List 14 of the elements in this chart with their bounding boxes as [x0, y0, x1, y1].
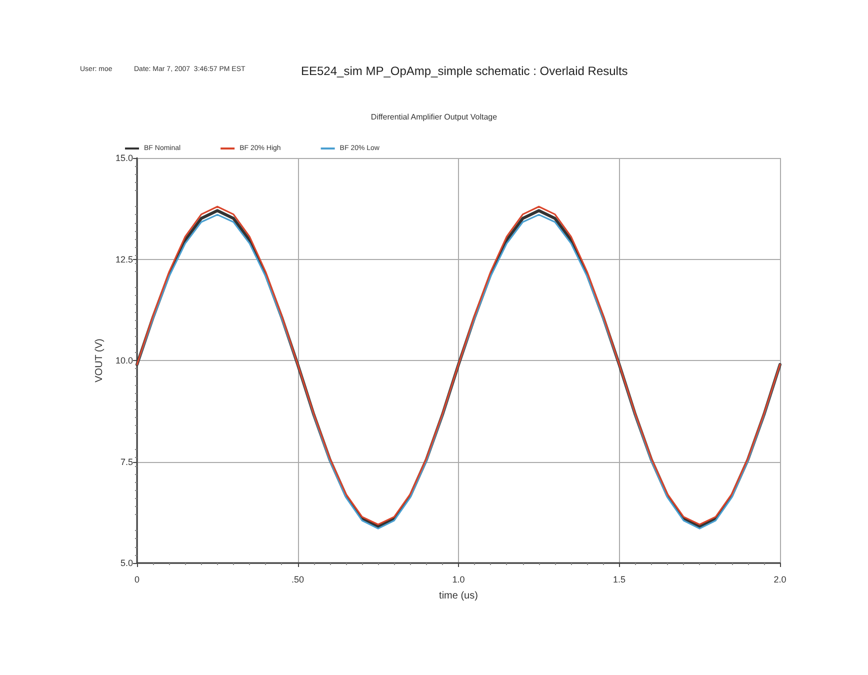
- y-tick-label: 15.0: [115, 153, 133, 163]
- y-tick-label: 12.5: [115, 254, 133, 264]
- y-axis-title: VOUT (V): [94, 338, 106, 382]
- x-tick-label: 0: [134, 574, 140, 584]
- y-tick-label: 10.0: [115, 356, 133, 366]
- chart-subtitle: Differential Amplifier Output Voltage: [370, 112, 498, 122]
- x-tick-label: .50: [291, 574, 304, 584]
- chart-title: EE524_sim MP_OpAmp_simple schematic : Overlaid Results: [301, 64, 628, 78]
- x-tick-label: 2.0: [774, 574, 786, 584]
- y-tick-label: 5.0: [120, 558, 133, 568]
- y-tick-label: 7.5: [120, 456, 133, 467]
- x-tick-label: 1.5: [612, 574, 626, 584]
- x-tick-label: 1.0: [452, 574, 465, 584]
- x-axis-title: time (us): [439, 590, 478, 602]
